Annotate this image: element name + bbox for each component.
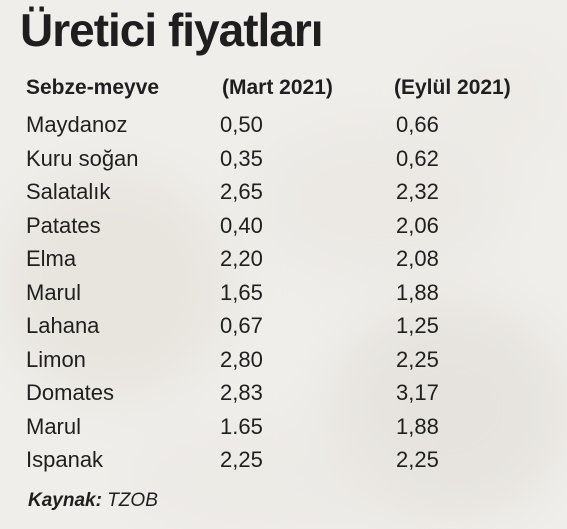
table-row: Salatalık 2,65 2,32 <box>0 175 567 209</box>
column-header-march: (Mart 2021) <box>222 76 333 99</box>
march-price: 2,65 <box>220 179 263 204</box>
march-price: 1.65 <box>220 413 263 439</box>
product-name: Elma <box>26 246 77 271</box>
table-row: Patates 0,40 2,06 <box>0 209 567 243</box>
march-price: 2,25 <box>220 447 263 472</box>
product-name: Domates <box>26 380 115 405</box>
source-credit: Kaynak: TZOB <box>28 490 158 512</box>
september-price: 1,25 <box>396 313 439 338</box>
september-price: 1,88 <box>396 279 439 305</box>
september-price: 2,06 <box>396 212 439 238</box>
table-row: Lahana 0,67 1,25 <box>0 309 567 343</box>
source-label: Kaynak: <box>28 490 102 511</box>
column-header-product: Sebze-meyve <box>26 76 160 99</box>
product-name: Limon <box>26 346 86 372</box>
march-price: 0,40 <box>220 212 263 238</box>
product-name: Marul <box>26 279 82 305</box>
table-row: Elma 2,20 2,08 <box>0 242 567 276</box>
product-name: Patates <box>26 212 101 238</box>
september-price: 2,25 <box>396 346 439 372</box>
product-name: Maydanoz <box>26 112 128 137</box>
product-name: Lahana <box>26 313 100 338</box>
march-price: 0,50 <box>220 112 263 137</box>
march-price: 0,67 <box>220 313 263 338</box>
september-price: 0,66 <box>396 112 439 137</box>
table-row: Marul 1,65 1,88 <box>0 276 567 310</box>
march-price: 1,65 <box>220 279 263 305</box>
march-price: 2,20 <box>220 246 263 271</box>
table-row: Ispanak 2,25 2,25 <box>0 443 567 477</box>
table-row: Domates 2,83 3,17 <box>0 376 567 410</box>
september-price: 2,32 <box>396 179 439 204</box>
table-body: Maydanoz 0,50 0,66 Kuru soğan 0,35 0,62 … <box>0 108 567 477</box>
page-title: Üretici fiyatları <box>20 4 324 56</box>
september-price: 3,17 <box>396 380 439 405</box>
march-price: 0,35 <box>220 145 263 171</box>
product-name: Ispanak <box>26 447 104 472</box>
september-price: 2,08 <box>396 246 439 271</box>
table-row: Kuru soğan 0,35 0,62 <box>0 142 567 176</box>
product-name: Kuru soğan <box>26 145 139 171</box>
product-name: Salatalık <box>26 179 111 204</box>
september-price: 2,25 <box>396 447 439 472</box>
march-price: 2,83 <box>220 380 263 405</box>
source-value: TZOB <box>107 490 158 511</box>
column-header-september: (Eylül 2021) <box>394 76 511 99</box>
table-row: Marul 1.65 1,88 <box>0 410 567 444</box>
table-row: Maydanoz 0,50 0,66 <box>0 108 567 142</box>
september-price: 0,62 <box>396 145 439 171</box>
product-name: Marul <box>26 413 82 439</box>
march-price: 2,80 <box>220 346 263 372</box>
september-price: 1,88 <box>396 413 439 439</box>
table-row: Limon 2,80 2,25 <box>0 343 567 377</box>
